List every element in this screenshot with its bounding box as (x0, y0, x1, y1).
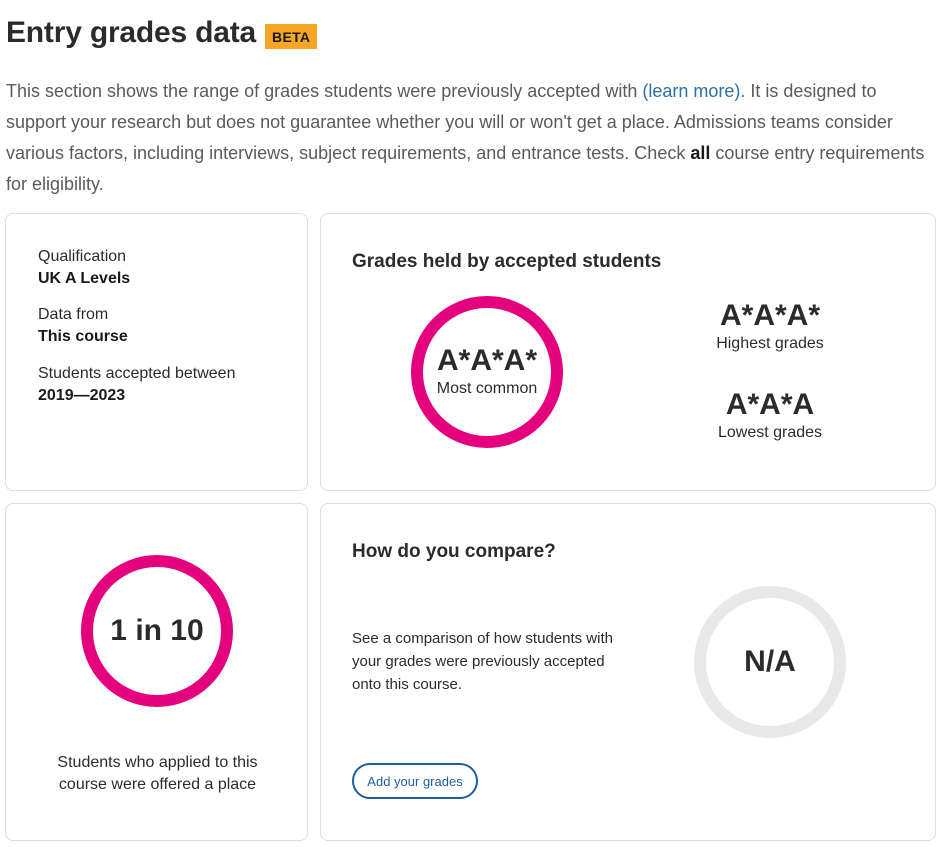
accepted-between-label: Students accepted between (38, 365, 236, 382)
intro-text-start: This section shows the range of grades s… (6, 81, 643, 101)
intro-text-middle: . It is designed to support your researc… (6, 81, 893, 163)
most-common-label: Most common (436, 380, 538, 397)
compare-card: How do you compare? See a comparison of … (320, 503, 936, 841)
most-common-value: A*A*A* (436, 344, 538, 377)
learn-more-link[interactable]: (learn more) (642, 81, 741, 101)
most-common-ring: A*A*A* Most common (411, 296, 563, 448)
highest-grades-label: Highest grades (716, 335, 824, 352)
page-title: Entry grades data (6, 16, 257, 49)
grades-card: Grades held by accepted students A*A*A* … (320, 213, 936, 491)
lowest-grades-label: Lowest grades (717, 424, 823, 441)
offer-ratio-caption: Students who applied to this course were… (57, 754, 258, 793)
title-row: Entry grades data BETA (6, 16, 318, 50)
qualification-value: UK A Levels (38, 270, 131, 287)
lowest-grades-value: A*A*A (725, 388, 815, 421)
intro-bold-all: all (690, 143, 711, 163)
intro-text-end: course entry requirements for eligibilit… (6, 143, 925, 194)
intro-paragraph: This section shows the range of grades s… (6, 76, 936, 200)
highest-grades-stat: A*A*A* Highest grades (670, 300, 870, 353)
compare-heading: How do you compare? (352, 541, 556, 562)
offer-ratio-card: 1 in 10 Students who applied to this cou… (5, 503, 308, 841)
accepted-between-block: Students accepted between 2019—2023 (38, 363, 235, 407)
compare-description: See a comparison of how students with yo… (352, 630, 613, 693)
lowest-grades-stat: A*A*A Lowest grades (670, 389, 870, 442)
qualification-label: Qualification (38, 248, 127, 265)
beta-badge: BETA (265, 23, 318, 49)
accepted-between-value: 2019—2023 (38, 387, 126, 404)
offer-ratio-value: 1 in 10 (110, 614, 204, 647)
qualification-block: Qualification UK A Levels (38, 246, 130, 290)
data-from-label: Data from (38, 306, 109, 323)
info-card: Qualification UK A Levels Data from This… (5, 213, 308, 491)
grades-heading: Grades held by accepted students (352, 251, 662, 272)
add-your-grades-button[interactable]: Add your grades (352, 763, 478, 799)
compare-value: N/A (744, 645, 796, 678)
data-from-value: This course (38, 328, 128, 345)
highest-grades-value: A*A*A* (719, 299, 821, 332)
offer-ratio-ring: 1 in 10 (81, 555, 233, 707)
data-from-block: Data from This course (38, 304, 128, 348)
compare-ring: N/A (694, 586, 846, 738)
